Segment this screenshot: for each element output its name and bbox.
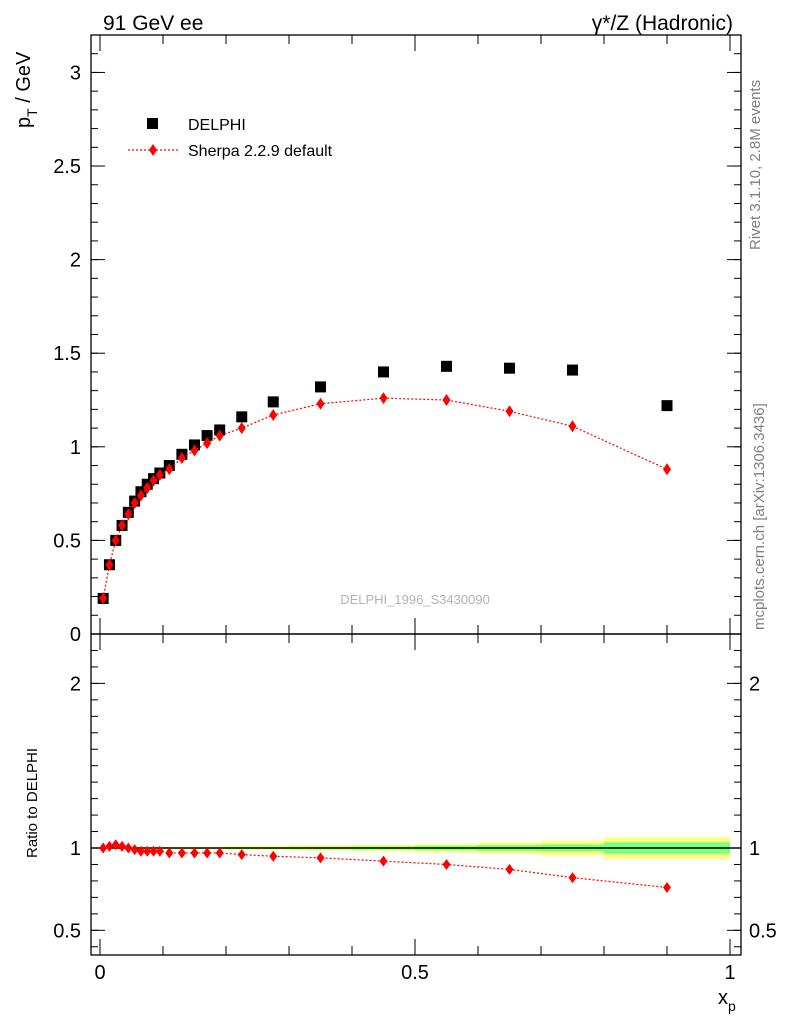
sherpa-ratio-point xyxy=(269,850,278,862)
main-series xyxy=(97,360,673,605)
ratio-axes: 0.5 1 2 0.5 1 2 0 0.5 1 xyxy=(53,633,777,984)
sherpa-ratio-point xyxy=(203,847,212,859)
sherpa-ratio-point xyxy=(568,872,577,884)
delphi-data-point xyxy=(661,400,673,412)
header-process-label: 91 GeV ee xyxy=(103,12,203,35)
y-tick-label: 3 xyxy=(70,62,81,84)
sherpa-point xyxy=(663,463,671,476)
sherpa-point xyxy=(111,534,120,547)
sherpa-point xyxy=(136,489,145,502)
main-y-axis-label: pT / GeV xyxy=(13,51,40,128)
y-label-sub: T xyxy=(24,108,40,117)
delphi-data-point xyxy=(567,364,578,376)
axes-frame xyxy=(90,633,742,956)
rivet-version-text: Rivet 3.1.10, 2.8M events xyxy=(747,80,764,250)
legend-label-sherpa: Sherpa 2.2.9 default xyxy=(188,143,333,160)
y-label-main: p xyxy=(13,117,35,128)
sherpa-ratio-point xyxy=(663,882,671,894)
y-tick-label: 1.5 xyxy=(53,343,81,365)
sherpa-ratio-point xyxy=(149,845,158,857)
y-tick-label-right: 0.5 xyxy=(749,920,777,942)
delphi-data-point xyxy=(378,366,389,378)
sherpa-ratio-point xyxy=(111,839,120,851)
sherpa-point xyxy=(130,496,139,509)
y-tick-label: 1 xyxy=(70,838,81,860)
sherpa-ratio-point xyxy=(130,844,139,856)
sherpa-point xyxy=(165,463,174,476)
ratio-y-label: Ratio to DELPHI xyxy=(24,748,41,858)
delphi-data-point xyxy=(201,430,213,442)
sherpa-point xyxy=(568,420,577,433)
sherpa-point xyxy=(203,437,212,450)
sherpa-point xyxy=(124,508,133,521)
svg-text:pT / GeV: pT / GeV xyxy=(13,51,40,128)
y-tick-label: 2.5 xyxy=(53,156,81,178)
sherpa-point xyxy=(177,452,186,465)
analysis-watermark: DELPHI_1996_S3430090 xyxy=(340,592,490,607)
x-label-sub: p xyxy=(728,998,736,1014)
sherpa-point xyxy=(149,474,158,487)
sherpa-ratio-point xyxy=(143,845,152,857)
sherpa-ratio-point xyxy=(237,849,246,861)
sherpa-point xyxy=(99,592,108,605)
sherpa-ratio-point xyxy=(190,847,199,859)
x-tick-label: 1 xyxy=(724,962,735,984)
sherpa-ratio-point xyxy=(105,840,114,852)
legend-marker-sherpa xyxy=(149,144,157,156)
x-label-main: x xyxy=(718,987,728,1009)
legend-marker-delphi xyxy=(147,118,158,129)
sherpa-point xyxy=(190,444,199,457)
sherpa-ratio-point xyxy=(316,852,325,864)
y-tick-label-right: 1 xyxy=(749,838,760,860)
header-channel-label: γ*/Z (Hadronic) xyxy=(592,12,733,35)
delphi-data-point xyxy=(315,381,326,393)
legend-label-delphi: DELPHI xyxy=(188,117,246,134)
sherpa-point xyxy=(269,408,278,421)
y-tick-label: 1 xyxy=(70,437,81,459)
side-text-top: Rivet 3.1.10, 2.8M events xyxy=(747,80,764,250)
sherpa-ratio-point xyxy=(215,847,224,859)
sherpa-point xyxy=(237,422,246,435)
sherpa-ratio-point xyxy=(165,847,174,859)
sherpa-point xyxy=(118,519,127,532)
y-tick-label-right: 2 xyxy=(749,673,760,695)
sherpa-point xyxy=(316,397,325,410)
sherpa-ratio-point xyxy=(136,845,145,857)
sherpa-ratio-point xyxy=(118,840,127,852)
y-tick-label: 0.5 xyxy=(53,530,81,552)
delphi-data-point xyxy=(504,362,515,374)
sherpa-point xyxy=(442,394,451,407)
y-tick-label: 0 xyxy=(70,624,81,646)
ratio-y-axis-label: Ratio to DELPHI xyxy=(24,748,41,858)
x-axis-label: xp xyxy=(718,987,736,1014)
x-tick-label: 0 xyxy=(94,962,105,984)
y-tick-label: 2 xyxy=(70,673,81,695)
delphi-data-point xyxy=(236,411,248,423)
delphi-data-point xyxy=(267,396,279,408)
ratio-series xyxy=(99,839,671,894)
sherpa-point xyxy=(215,429,224,442)
sherpa-point xyxy=(155,468,164,481)
sherpa-point xyxy=(379,392,388,405)
y-tick-label: 2 xyxy=(70,250,81,272)
y-tick-label: 0.5 xyxy=(53,920,81,942)
sherpa-point xyxy=(143,481,152,494)
legend: DELPHI Sherpa 2.2.9 default xyxy=(128,117,333,160)
sherpa-ratio-point xyxy=(124,842,133,854)
sherpa-ratio-point xyxy=(177,847,186,859)
sherpa-ratio-point xyxy=(155,845,164,857)
mcplots-reference-text: mcplots.cern.ch [arXiv:1306.3436] xyxy=(751,403,768,630)
sherpa-ratio-point xyxy=(99,842,108,854)
x-tick-label: 0.5 xyxy=(401,962,429,984)
y-label-unit: / GeV xyxy=(13,51,35,108)
delphi-data-point xyxy=(441,360,452,372)
sherpa-point xyxy=(105,558,114,571)
sherpa-ratio-point xyxy=(379,855,388,867)
sherpa-point xyxy=(505,405,514,418)
sherpa-line xyxy=(102,397,668,599)
sherpa-ratio-point xyxy=(505,863,514,875)
side-text-bottom: mcplots.cern.ch [arXiv:1306.3436] xyxy=(751,403,768,630)
sherpa-ratio-point xyxy=(442,858,451,870)
